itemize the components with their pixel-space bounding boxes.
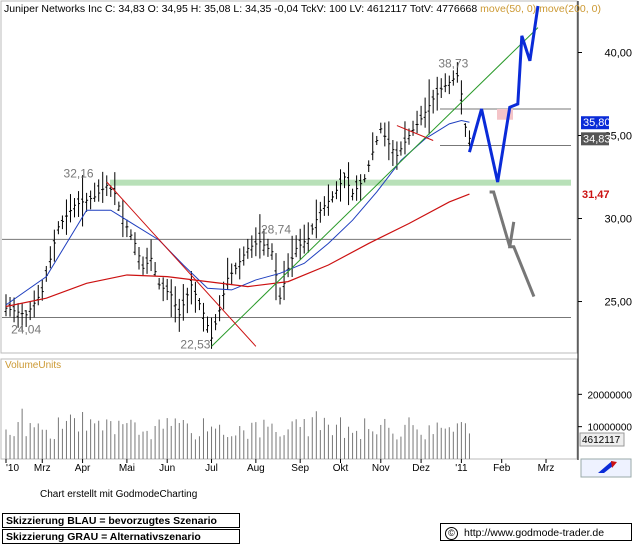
badge-last: 34,83 — [583, 133, 611, 145]
volume-panel — [0, 358, 578, 460]
moving-average-200 — [5, 193, 470, 308]
downtrend-line — [106, 181, 257, 347]
resistance-box — [497, 108, 513, 120]
volume-last-value: 4612117 — [582, 435, 621, 446]
annotation-label: 38,73 — [438, 57, 468, 71]
y-tick-label: 30,00 — [604, 214, 632, 226]
scenario-gray-path — [489, 190, 536, 298]
volume-tick-label: 20000000 — [588, 390, 633, 401]
volume-last-badge — [579, 432, 625, 447]
moving-average-50 — [5, 120, 470, 306]
moving-average-legend: move(50, 0) move(200, 0) — [480, 3, 601, 15]
annotation-label: 28,74 — [261, 222, 291, 236]
uptrend-line — [211, 27, 539, 347]
annotation-label: 32,16 — [64, 167, 94, 181]
x-tick-label: Okt — [333, 463, 349, 474]
x-tick-label: Sep — [291, 463, 309, 474]
legend-blue-scenario: Skizzierung BLAU = bevorzugtes Szenario — [2, 513, 240, 528]
copyright-icon: © — [445, 526, 458, 540]
volume-label: VolumeUnits — [5, 360, 61, 371]
x-tick-label: Mrz — [34, 463, 51, 474]
badge-ma200: 31,47 — [582, 189, 610, 201]
downtrend-line — [396, 125, 434, 141]
annotation-label: 24,04 — [11, 322, 41, 336]
x-tick-label: Nov — [372, 463, 390, 474]
source-url[interactable]: http://www.godmode-trader.de — [464, 527, 605, 539]
x-tick-label: Dez — [412, 463, 430, 474]
x-tick-label: Aug — [247, 463, 265, 474]
x-tick-label: Jul — [205, 463, 218, 474]
legend-gray-scenario: Skizzierung GRAU = Alternativszenario — [2, 529, 240, 544]
quote-line: C: 34,83 O: 34,95 H: 35,08 L: 34,35 -0,0… — [104, 3, 478, 15]
badge-last-bg — [581, 132, 609, 146]
chart-nav-icon[interactable] — [580, 458, 632, 478]
volume-tick-label: 10000000 — [588, 423, 633, 434]
chart-title: Juniper Networks Inc — [4, 3, 103, 15]
chart-header: Juniper Networks Inc C: 34,83 O: 34,95 H… — [4, 3, 601, 15]
annotation-label: 22,53 — [180, 338, 210, 352]
source-link[interactable]: © http://www.godmode-trader.de — [440, 523, 632, 541]
x-tick-label: Apr — [75, 463, 91, 474]
chart-credit: Chart erstellt mit GodmodeCharting — [40, 489, 198, 500]
x-tick-label: '11 — [455, 463, 468, 474]
y-tick-label: 40,00 — [604, 47, 632, 59]
x-tick-label: Feb — [493, 463, 511, 474]
x-tick-label: Jun — [159, 463, 175, 474]
price-panel — [0, 0, 578, 354]
badge-ma50-bg — [581, 116, 609, 130]
x-tick-label: '10 — [6, 463, 19, 474]
x-tick-label: Mai — [119, 463, 135, 474]
y-tick-label: 35,00 — [604, 131, 632, 143]
x-tick-label: Mrz — [538, 463, 555, 474]
scenario-blue-path — [468, 5, 540, 183]
y-tick-label: 25,00 — [604, 297, 632, 309]
badge-ma50: 35,80 — [583, 117, 611, 129]
